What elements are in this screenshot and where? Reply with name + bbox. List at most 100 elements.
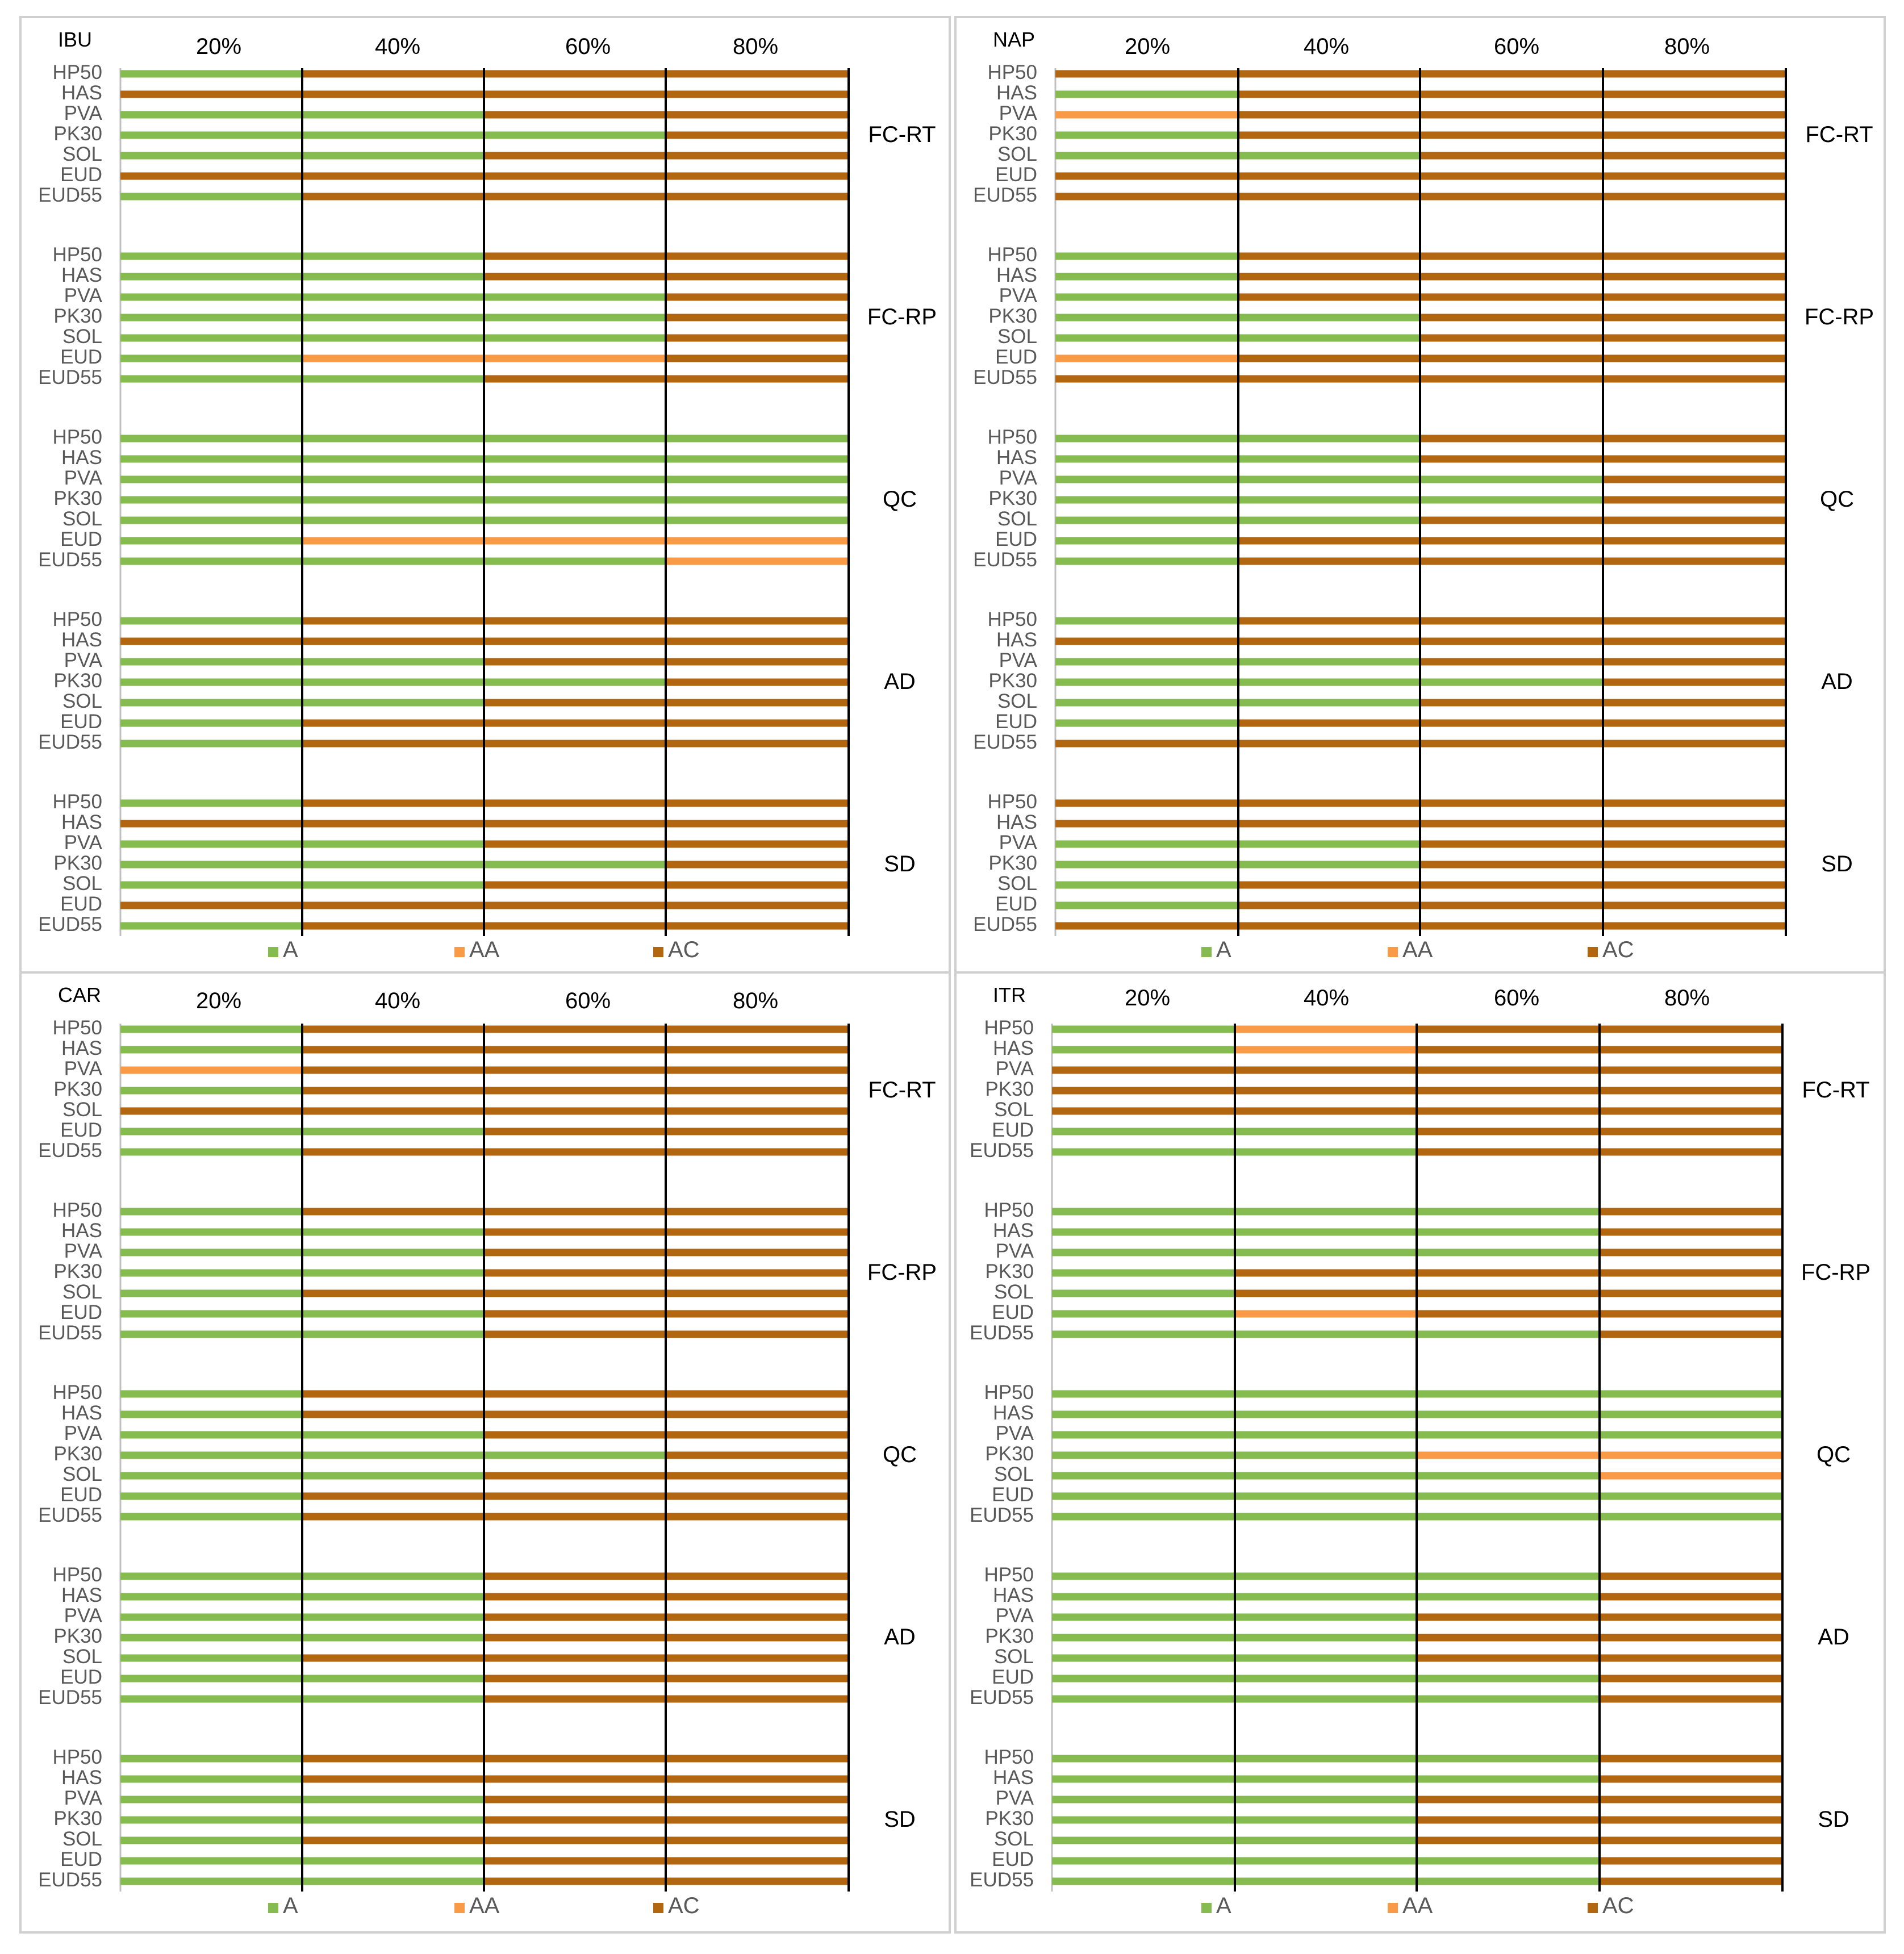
group-label: SD	[1818, 1807, 1849, 1832]
bar-segment-ac	[302, 70, 849, 78]
category-label: EUD55	[38, 184, 102, 206]
bar-segment-ac	[1238, 293, 1786, 301]
bar-segment-ac	[666, 861, 849, 869]
group-label: AD	[884, 1625, 916, 1650]
tick-label: 60%	[565, 988, 611, 1013]
category-label: HAS	[996, 264, 1037, 286]
bar-segment-ac	[1603, 678, 1786, 686]
bar-segment-ac	[1600, 1249, 1782, 1256]
category-label: HAS	[61, 629, 102, 651]
panel-title: ITR	[993, 983, 1026, 1007]
tick-label: 60%	[565, 34, 611, 59]
legend-label: AC	[668, 1893, 700, 1918]
legend-label: A	[283, 1893, 298, 1918]
bar-segment-a	[120, 1513, 302, 1521]
group-label: FC-RT	[1805, 122, 1873, 147]
bar-segment-ac	[302, 1148, 849, 1156]
bar-segment-a	[1052, 1877, 1600, 1885]
category-label: EUD	[992, 1666, 1034, 1688]
legend-swatch-a	[1201, 947, 1212, 957]
category-label: PK30	[53, 852, 102, 874]
bar-segment-ac	[1600, 1675, 1782, 1682]
category-label: PVA	[996, 1605, 1034, 1627]
tick-label: 20%	[1125, 986, 1170, 1011]
category-label: HP50	[52, 608, 102, 631]
category-label: EUD	[995, 528, 1037, 550]
category-label: EUD	[60, 528, 102, 550]
category-label: HP50	[52, 1381, 102, 1404]
category-label: PK30	[53, 123, 102, 145]
category-label: SOL	[997, 508, 1037, 530]
category-label: EUD	[992, 1484, 1034, 1506]
panel-ibu: IBU 20% 40% 60% 80%HP50HASPVAPK30SOLEUDEUD55…	[19, 16, 951, 974]
category-label: EUD55	[38, 913, 102, 936]
group-label: SD	[884, 851, 916, 876]
bar-segment-ac	[666, 1451, 849, 1459]
legend-swatch-ac	[653, 1903, 663, 1913]
bar-segment-a	[120, 1775, 302, 1783]
bar-segment-a	[120, 1087, 302, 1095]
category-label: PK30	[985, 1260, 1034, 1283]
category-label: HAS	[61, 1402, 102, 1424]
category-label: PVA	[996, 1422, 1034, 1444]
bar-segment-ac	[1600, 1593, 1782, 1601]
legend-swatch-a	[268, 947, 278, 957]
bar-segment-a	[1052, 1775, 1600, 1783]
category-label: PK30	[53, 487, 102, 510]
category-label: HP50	[984, 1746, 1034, 1768]
bar-segment-ac	[1600, 1695, 1782, 1703]
bar-segment-ac	[1238, 131, 1786, 139]
bar-segment-a	[120, 193, 302, 201]
bar-segment-a	[1055, 475, 1603, 483]
bar-segment-a	[1052, 1675, 1600, 1682]
bar-segment-ac	[302, 1492, 849, 1500]
category-label: EUD55	[970, 1322, 1034, 1344]
legend-swatch-aa	[1388, 1903, 1398, 1913]
bar-segment-ac	[666, 314, 849, 322]
tick-label: 20%	[196, 34, 241, 59]
category-label: EUD	[992, 1848, 1034, 1871]
legend-label: AA	[1402, 937, 1433, 962]
bar-segment-ac	[302, 1046, 849, 1054]
bar-segment-a	[1055, 537, 1238, 545]
bar-segment-aa	[1055, 354, 1238, 362]
category-label: SOL	[994, 1646, 1034, 1668]
category-label: EUD	[60, 346, 102, 368]
category-label: EUD	[60, 893, 102, 915]
bar-segment-ac	[1238, 252, 1786, 260]
bar-segment-a	[1055, 719, 1238, 727]
bar-segment-ac	[1238, 354, 1786, 362]
bar-segment-ac	[302, 1513, 849, 1521]
category-label: HP50	[984, 1017, 1034, 1039]
category-label: PVA	[996, 1240, 1034, 1262]
bar-segment-a	[120, 70, 302, 78]
bar-segment-ac	[666, 354, 849, 362]
bar-segment-ac	[1238, 719, 1786, 727]
bar-segment-aa	[1235, 1025, 1417, 1033]
category-label: PK30	[985, 1078, 1034, 1100]
category-label: SOL	[62, 872, 102, 895]
bar-segment-aa	[1235, 1310, 1417, 1318]
category-label: PK30	[53, 1078, 102, 1100]
bar-segment-a	[1055, 901, 1238, 909]
bar-segment-ac	[1238, 273, 1786, 281]
tick-label: 20%	[196, 988, 241, 1013]
category-label: SOL	[994, 1099, 1034, 1121]
group-label: FC-RT	[868, 122, 936, 147]
bar-segment-a	[120, 861, 666, 869]
category-label: EUD55	[38, 731, 102, 753]
category-label: HP50	[987, 244, 1037, 266]
category-label: EUD	[60, 1666, 102, 1688]
bar-segment-ac	[302, 193, 849, 201]
category-label: HP50	[52, 244, 102, 266]
category-label: SOL	[62, 1281, 102, 1303]
bar-segment-a	[120, 334, 666, 342]
bar-segment-aa	[1600, 1472, 1782, 1480]
category-label: HP50	[987, 426, 1037, 448]
legend-label: A	[1216, 937, 1231, 962]
bar-segment-ac	[302, 1755, 849, 1763]
tick-label: 60%	[1494, 34, 1539, 59]
bar-segment-a	[120, 1046, 302, 1054]
legend-swatch-a	[1201, 1903, 1212, 1913]
